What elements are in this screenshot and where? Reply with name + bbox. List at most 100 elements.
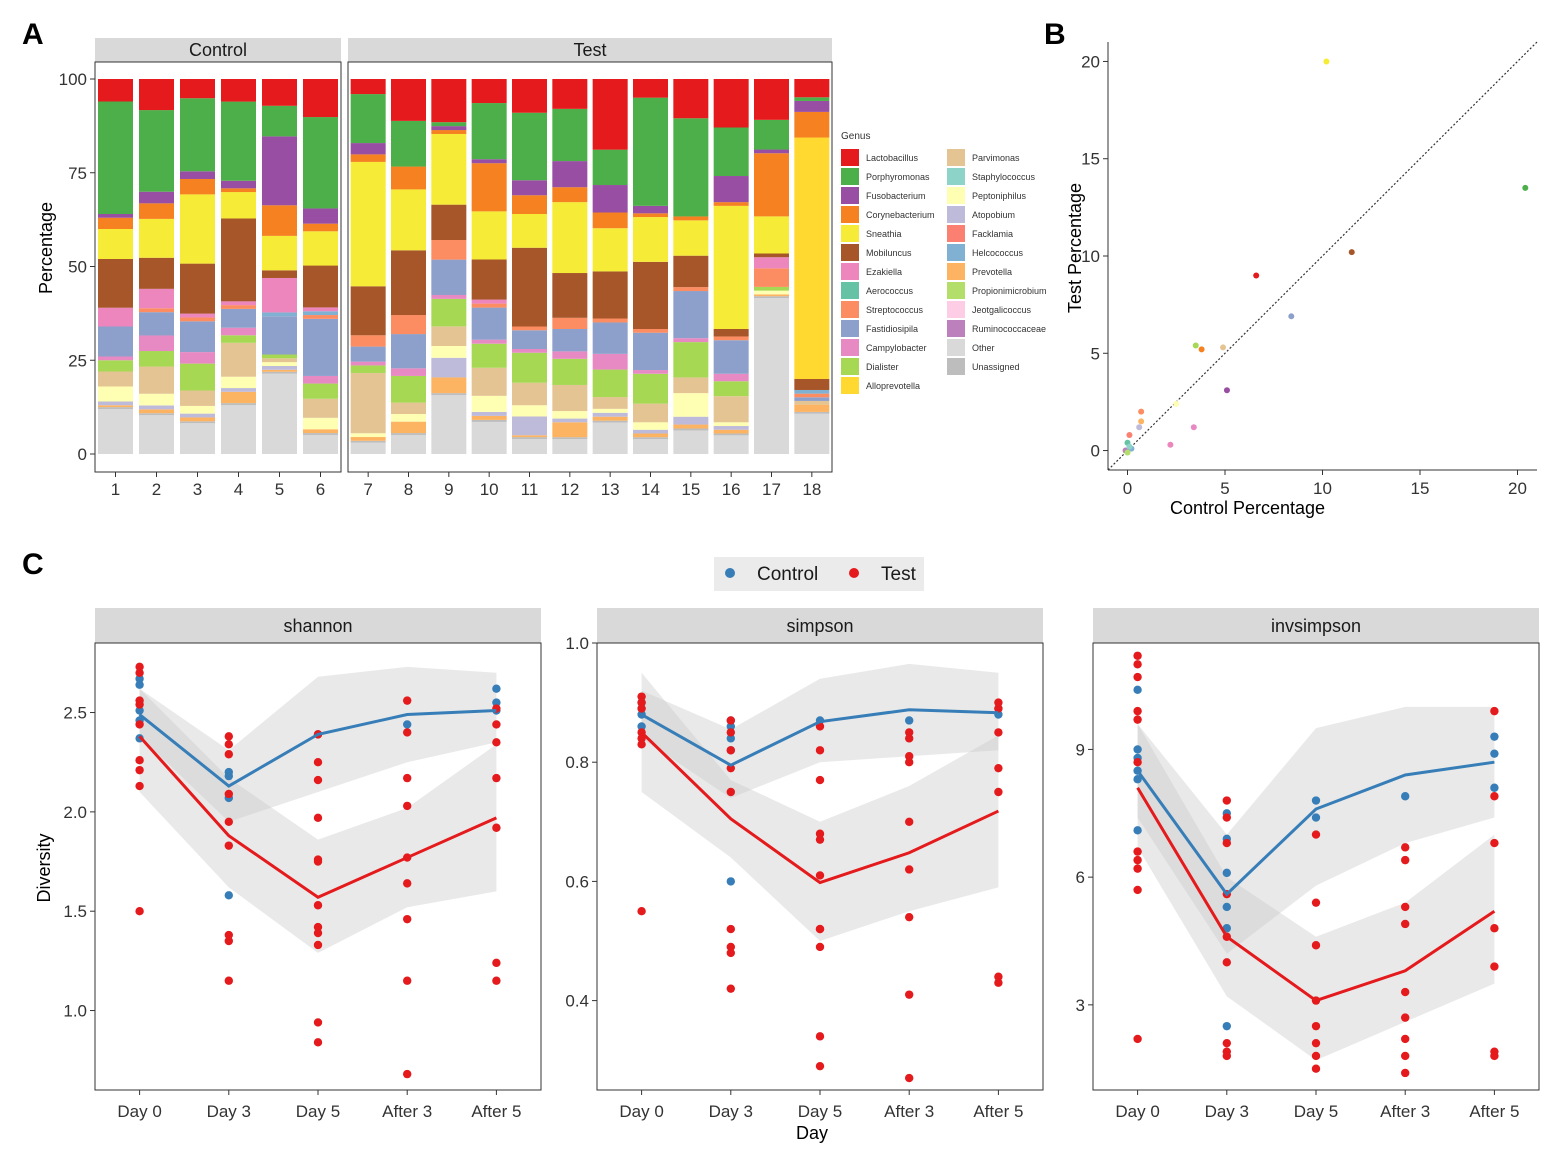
- x-tick-label: Day 0: [619, 1102, 663, 1121]
- data-point-test: [815, 871, 825, 880]
- data-point-test: [726, 787, 735, 797]
- legend-label-fastidiosipila: Fastidiosipila: [866, 324, 918, 334]
- data-point-test: [1401, 855, 1410, 865]
- bar-segment-other: [673, 430, 709, 454]
- legend-swatch-ezakiella: [841, 263, 859, 280]
- data-point-test: [815, 829, 825, 838]
- data-point-control: [1490, 732, 1499, 741]
- y-axis-title: Test Percentage: [1065, 183, 1085, 313]
- bar-segment-parvimonas: [633, 403, 668, 423]
- facet-strip-invsimpson: [1093, 608, 1539, 643]
- legend-label-prevotella: Prevotella: [972, 267, 1012, 277]
- bar-segment-parvimonas: [391, 402, 426, 415]
- legend-swatch-fusobacterium: [841, 187, 859, 204]
- bar-segment-fusobacterium: [633, 205, 668, 214]
- data-point-test: [905, 865, 914, 874]
- bar-segment-atopobium: [633, 429, 668, 434]
- bar-segment-porphyromonas: [633, 97, 668, 206]
- legend-label-facklamia: Facklamia: [972, 229, 1013, 239]
- bar-segment-atopobium: [552, 418, 588, 423]
- bar-segment-lactobacillus: [262, 79, 297, 106]
- bar-segment-lactobacillus: [431, 79, 467, 123]
- data-point-test: [905, 817, 914, 826]
- bar-segment-streptococcus: [754, 268, 789, 287]
- bar-segment-mobiluncus: [592, 271, 628, 319]
- bar-segment-porphyromonas: [221, 101, 256, 181]
- data-point-test: [726, 763, 735, 773]
- bar-segment-other: [713, 435, 749, 454]
- legend-swatch-campylobacter: [841, 339, 859, 356]
- data-point-test: [1311, 898, 1321, 907]
- bar-segment-other: [431, 395, 467, 454]
- data-point-test: [135, 907, 144, 916]
- y-tick-label: 3: [1076, 996, 1085, 1015]
- data-point-test: [1401, 987, 1410, 997]
- legend-swatch-other: [947, 339, 965, 356]
- x-tick-label: 14: [641, 480, 660, 499]
- bar-segment-sneathia: [592, 228, 628, 272]
- bar-segment-streptococcus: [221, 305, 256, 309]
- data-point-test: [313, 1038, 323, 1047]
- bar-segment-ezakiella: [139, 288, 174, 309]
- bar-segment-prevotella: [180, 417, 215, 422]
- legend-swatch-peptoniphilus: [947, 187, 965, 204]
- facet-strip-test: [348, 38, 832, 62]
- bar-segment-dialister: [391, 375, 426, 403]
- data-point-control: [492, 684, 501, 693]
- bar-segment-other: [139, 415, 174, 454]
- bar-segment-other: [262, 373, 297, 454]
- data-point-test: [994, 704, 1003, 713]
- bar-segment-atopobium: [98, 401, 133, 406]
- data-point-test: [1222, 958, 1232, 967]
- bar-segment-mobiluncus: [552, 273, 588, 318]
- bar-segment-sneathia: [673, 220, 709, 256]
- bar-segment-other: [98, 409, 133, 454]
- bar-segment-other: [633, 439, 668, 454]
- bar-segment-unassigned: [98, 407, 133, 409]
- bar-segment-unassigned: [221, 403, 256, 406]
- legend-label-sneathia: Sneathia: [866, 229, 902, 239]
- y-tick-label: 1.5: [63, 902, 87, 921]
- scatter-point: [1190, 424, 1197, 431]
- scatter-point: [1167, 441, 1174, 448]
- bar-segment-mobiluncus: [139, 257, 174, 289]
- bar-segment-other: [391, 434, 426, 454]
- bar-segment-mobiluncus: [673, 255, 709, 288]
- bar-segment-lactobacillus: [303, 79, 338, 118]
- bar-segment-fastidiosipila: [512, 330, 547, 349]
- facet-frame: [347, 61, 833, 473]
- data-point-test: [1133, 1034, 1142, 1044]
- legend-swatch-unassigned: [947, 358, 965, 375]
- bar-segment-porphyromonas: [391, 120, 426, 167]
- bar-segment-dialister: [673, 342, 709, 378]
- data-point-test: [1133, 672, 1142, 682]
- bar-segment-fusobacterium: [754, 149, 789, 154]
- data-point-test: [313, 775, 323, 785]
- x-tick-label: After 5: [1469, 1102, 1519, 1121]
- bar-segment-fastidiosipila: [391, 334, 426, 369]
- bar-segment-corynebacterium: [350, 154, 386, 162]
- data-point-test: [1133, 855, 1142, 865]
- bar-segment-streptococcus: [592, 318, 628, 323]
- data-point-control: [1311, 813, 1321, 822]
- data-point-test: [492, 958, 501, 968]
- legend-swatch-fastidiosipila: [841, 320, 859, 337]
- bar-segment-streptococcus: [431, 239, 467, 260]
- x-tick-label: After 3: [884, 1102, 934, 1121]
- data-point-test: [313, 1018, 323, 1027]
- bar-segment-porphyromonas: [512, 112, 547, 181]
- bar-segment-corynebacterium: [552, 187, 588, 203]
- data-point-test: [1133, 847, 1142, 856]
- bar-segment-alloprevotella: [794, 137, 830, 379]
- data-point-test: [224, 732, 233, 741]
- bar-segment-peptoniphilus: [391, 414, 426, 422]
- bar-segment-atopobium: [673, 416, 709, 425]
- data-point-test: [637, 704, 646, 713]
- facet-label-simpson: simpson: [786, 616, 853, 636]
- bar-segment-other: [221, 405, 256, 454]
- data-point-test: [313, 928, 323, 938]
- bar-segment-streptococcus: [391, 315, 426, 335]
- data-point-control: [1490, 749, 1499, 758]
- bar-segment-sneathia: [512, 214, 547, 248]
- bar-segment-porphyromonas: [98, 101, 133, 214]
